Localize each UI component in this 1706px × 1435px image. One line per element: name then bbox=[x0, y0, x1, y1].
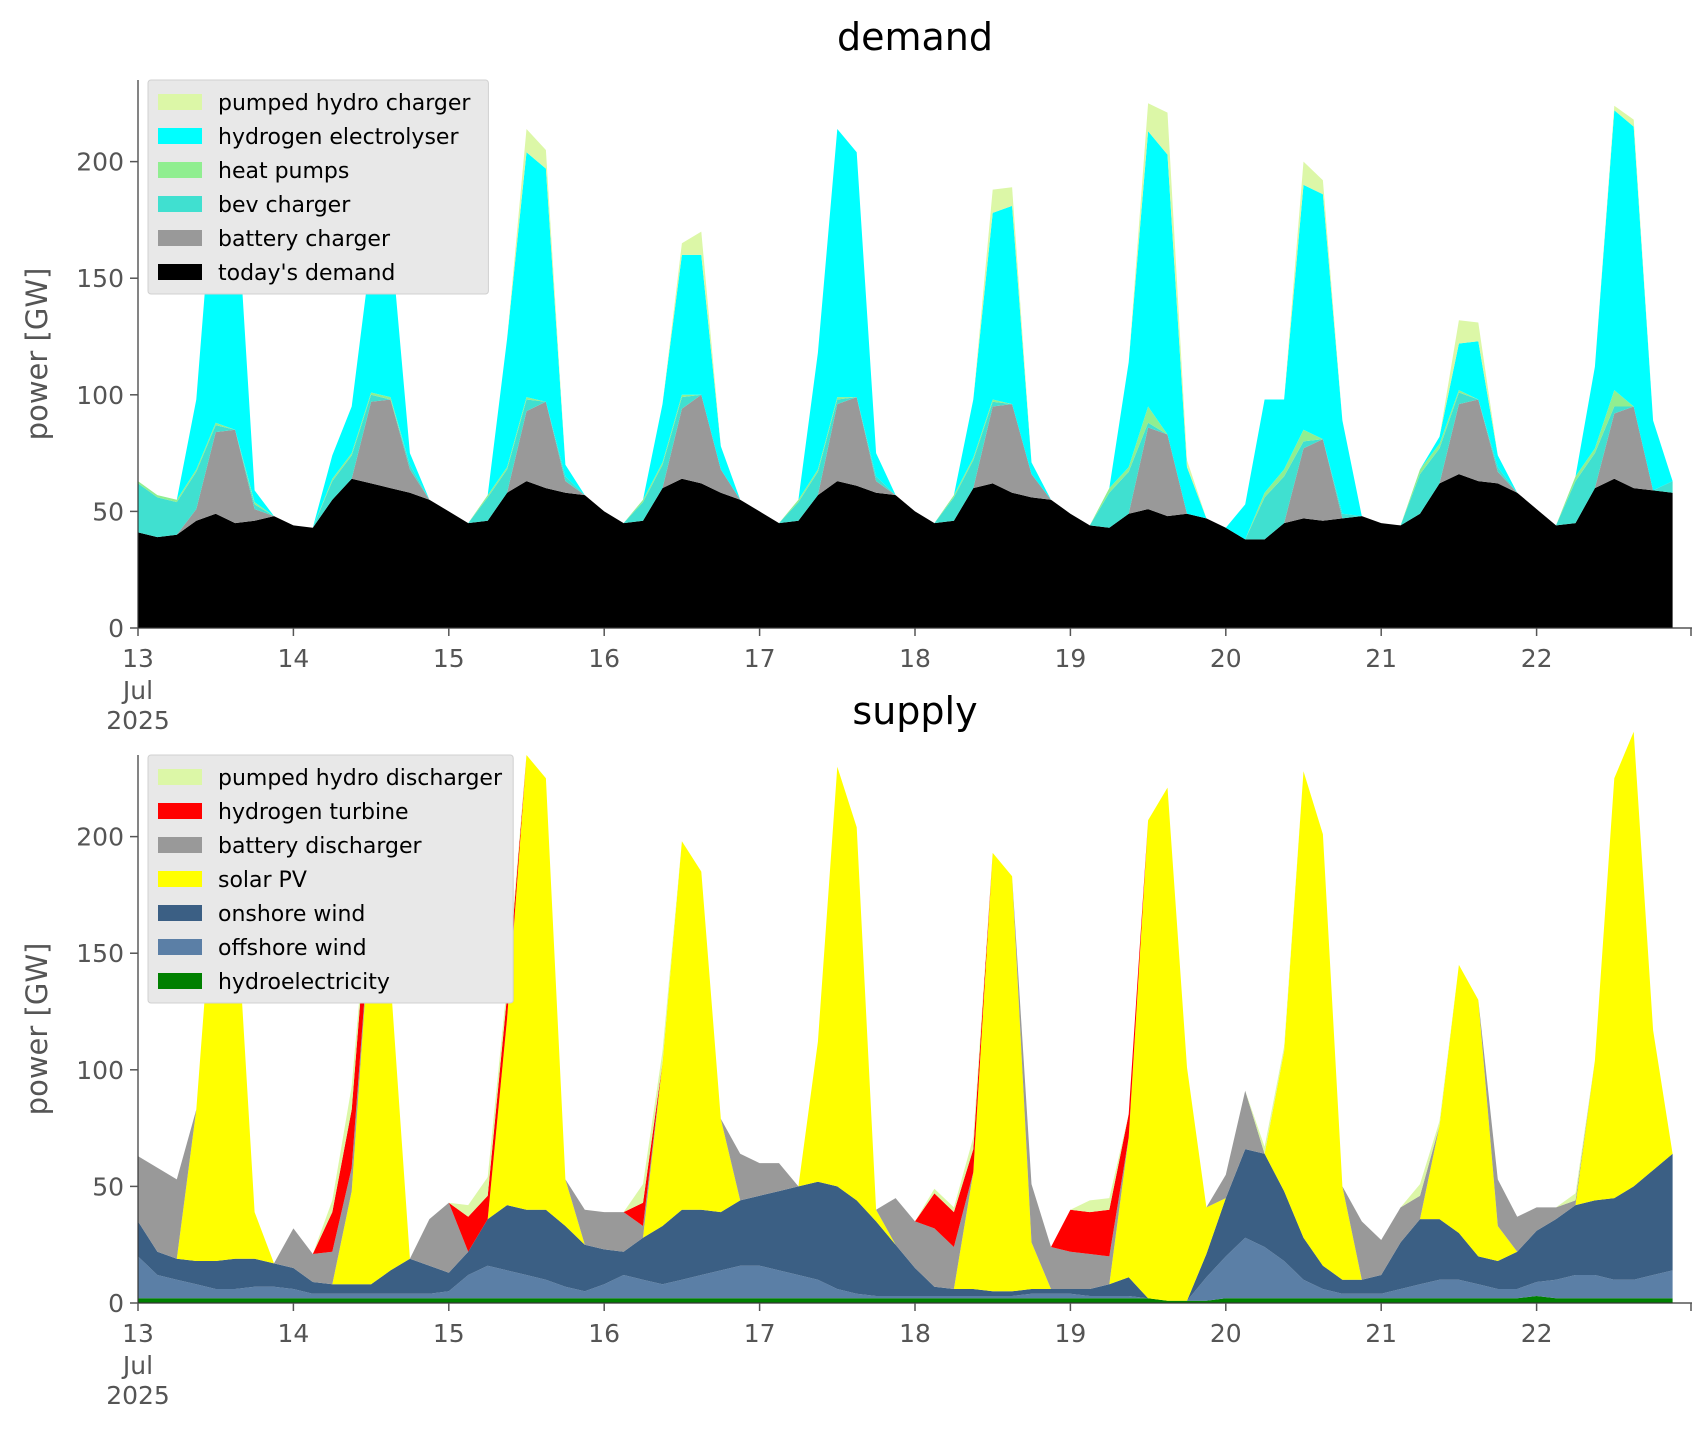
legend: pumped hydro discharger hydrogen turbine b… bbox=[147, 754, 514, 1004]
legend-label-hydrogen-turbine: hydrogen turbine bbox=[218, 800, 409, 825]
legend-label-solar-pv: solar PV bbox=[218, 868, 307, 893]
x-tick-label-month: Jul bbox=[121, 1351, 153, 1380]
legend-label-pumped-hydro-charger: pumped hydro charger bbox=[218, 91, 471, 116]
area-battery-discharger bbox=[138, 731, 1673, 1289]
x-tick-label: 16 bbox=[588, 1319, 620, 1348]
x-tick-label: 21 bbox=[1365, 644, 1397, 673]
legend-label-offshore-wind: offshore wind bbox=[218, 936, 367, 961]
x-tick-label: 19 bbox=[1054, 1319, 1086, 1348]
legend-label-today-s-demand: today's demand bbox=[218, 261, 395, 286]
x-tick-label: 22 bbox=[1521, 644, 1553, 673]
y-tick-label: 0 bbox=[108, 614, 124, 643]
y-tick-label: 50 bbox=[92, 497, 124, 526]
x-tick-label-year: 2025 bbox=[106, 1381, 170, 1410]
y-tick-label: 50 bbox=[92, 1172, 124, 1201]
x-tick-label: 14 bbox=[277, 644, 309, 673]
x-tick-label: 20 bbox=[1210, 644, 1242, 673]
legend: pumped hydro charger hydrogen electrolyse… bbox=[147, 79, 489, 295]
x-tick-label: 13 bbox=[122, 644, 154, 673]
x-tick-label-month: Jul bbox=[121, 676, 153, 705]
x-tick-label: 17 bbox=[744, 1319, 776, 1348]
legend-swatch-battery-discharger bbox=[158, 837, 202, 853]
x-tick-label: 16 bbox=[588, 644, 620, 673]
x-tick-label-year: 2025 bbox=[106, 706, 170, 735]
legend-swatch-heat-pumps bbox=[158, 162, 202, 178]
legend-label-heat-pumps: heat pumps bbox=[218, 159, 349, 184]
area-hydrogen-electrolyser bbox=[138, 110, 1673, 540]
x-tick-label: 15 bbox=[433, 1319, 465, 1348]
legend-box bbox=[147, 79, 489, 295]
legend-box bbox=[147, 754, 514, 1004]
legend-swatch-bev-charger bbox=[158, 196, 202, 212]
legend-swatch-battery-charger bbox=[158, 230, 202, 246]
legend-swatch-solar-pv bbox=[158, 871, 202, 887]
area-offshore-wind bbox=[138, 1237, 1673, 1301]
legend-label-pumped-hydro-discharger: pumped hydro discharger bbox=[218, 766, 503, 791]
area-onshore-wind bbox=[138, 1149, 1673, 1301]
legend-swatch-today-s-demand bbox=[158, 264, 202, 280]
x-tick-label: 17 bbox=[744, 644, 776, 673]
x-tick-label: 20 bbox=[1210, 1319, 1242, 1348]
chart-title: supply bbox=[852, 689, 977, 733]
chart-title: demand bbox=[837, 15, 993, 59]
y-tick-label: 100 bbox=[76, 381, 124, 410]
area-hydroelectricity bbox=[138, 1296, 1673, 1303]
legend-label-onshore-wind: onshore wind bbox=[218, 902, 365, 927]
y-tick-label: 0 bbox=[108, 1289, 124, 1318]
area-solar-pv bbox=[138, 731, 1673, 1301]
legend-label-battery-charger: battery charger bbox=[218, 227, 391, 252]
y-tick-label: 100 bbox=[76, 1056, 124, 1085]
x-tick-label: 18 bbox=[899, 1319, 931, 1348]
x-tick-label: 15 bbox=[433, 644, 465, 673]
x-tick-label: 13 bbox=[122, 1319, 154, 1348]
y-axis: 0 50 100 150 200 bbox=[76, 755, 139, 1318]
x-tick-label: 18 bbox=[899, 644, 931, 673]
y-tick-label: 200 bbox=[76, 148, 124, 177]
legend-swatch-pumped-hydro-charger bbox=[158, 94, 202, 110]
y-tick-label: 200 bbox=[76, 823, 124, 852]
legend-swatch-hydrogen-electrolyser bbox=[158, 128, 202, 144]
area-bev-charger bbox=[138, 392, 1673, 540]
legend-swatch-hydroelectricity bbox=[158, 973, 202, 989]
legend-label-hydrogen-electrolyser: hydrogen electrolyser bbox=[218, 125, 459, 150]
x-tick-label: 22 bbox=[1521, 1319, 1553, 1348]
legend-swatch-pumped-hydro-discharger bbox=[158, 769, 202, 785]
y-tick-label: 150 bbox=[76, 264, 124, 293]
y-axis-label: power [GW] bbox=[20, 943, 54, 1116]
legend-swatch-hydrogen-turbine bbox=[158, 803, 202, 819]
x-tick-label: 14 bbox=[277, 1319, 309, 1348]
x-tick-label: 21 bbox=[1365, 1319, 1397, 1348]
y-axis: 0 50 100 150 200 bbox=[76, 80, 139, 643]
y-axis-label: power [GW] bbox=[20, 268, 54, 441]
legend-swatch-offshore-wind bbox=[158, 939, 202, 955]
x-tick-label: 19 bbox=[1054, 644, 1086, 673]
legend-label-battery-discharger: battery discharger bbox=[218, 834, 423, 859]
area-today-s-demand bbox=[138, 474, 1673, 628]
legend-swatch-onshore-wind bbox=[158, 905, 202, 921]
legend-label-bev-charger: bev charger bbox=[218, 193, 351, 218]
legend-label-hydroelectricity: hydroelectricity bbox=[218, 970, 390, 995]
y-tick-label: 150 bbox=[76, 939, 124, 968]
